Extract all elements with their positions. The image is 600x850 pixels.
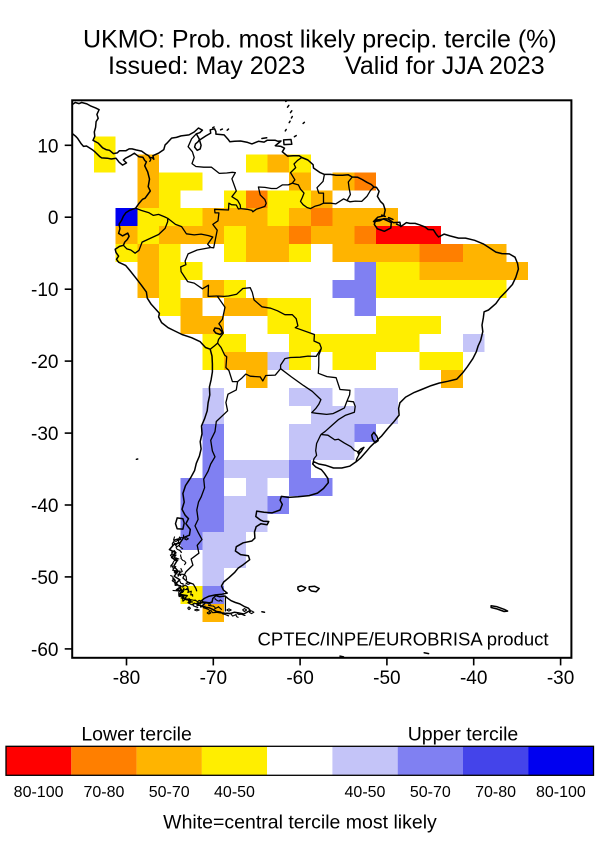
svg-text:80-100: 80-100: [536, 784, 586, 801]
svg-text:Valid for JJA 2023: Valid for JJA 2023: [345, 52, 545, 80]
svg-text:10: 10: [37, 136, 58, 157]
svg-text:70-80: 70-80: [475, 784, 516, 801]
svg-text:-30: -30: [31, 424, 58, 445]
svg-text:-40: -40: [460, 668, 487, 689]
svg-text:80-100: 80-100: [14, 784, 64, 801]
svg-text:Issued: May 2023: Issued: May 2023: [108, 52, 305, 80]
svg-text:CPTEC/INPE/EUROBRISA product: CPTEC/INPE/EUROBRISA product: [258, 629, 549, 650]
svg-text:50-70: 50-70: [149, 784, 190, 801]
svg-text:-20: -20: [31, 352, 58, 373]
svg-text:0: 0: [48, 208, 59, 229]
svg-text:70-80: 70-80: [83, 784, 124, 801]
svg-text:UKMO: Prob. most likely precip: UKMO: Prob. most likely precip. tercile …: [83, 26, 557, 54]
svg-text:50-70: 50-70: [410, 784, 451, 801]
svg-text:-50: -50: [373, 668, 400, 689]
svg-text:-30: -30: [547, 668, 574, 689]
svg-text:-80: -80: [113, 668, 140, 689]
svg-text:Upper tercile: Upper tercile: [408, 724, 519, 746]
svg-text:-40: -40: [31, 496, 58, 517]
svg-text:40-50: 40-50: [345, 784, 386, 801]
svg-text:Lower tercile: Lower tercile: [81, 724, 192, 746]
svg-text:-60: -60: [286, 668, 313, 689]
svg-text:White=central tercile most lik: White=central tercile most likely: [163, 812, 437, 834]
svg-text:-50: -50: [31, 568, 58, 589]
svg-text:-60: -60: [31, 640, 58, 661]
svg-text:40-50: 40-50: [214, 784, 255, 801]
svg-text:-70: -70: [200, 668, 227, 689]
svg-text:-10: -10: [31, 280, 58, 301]
